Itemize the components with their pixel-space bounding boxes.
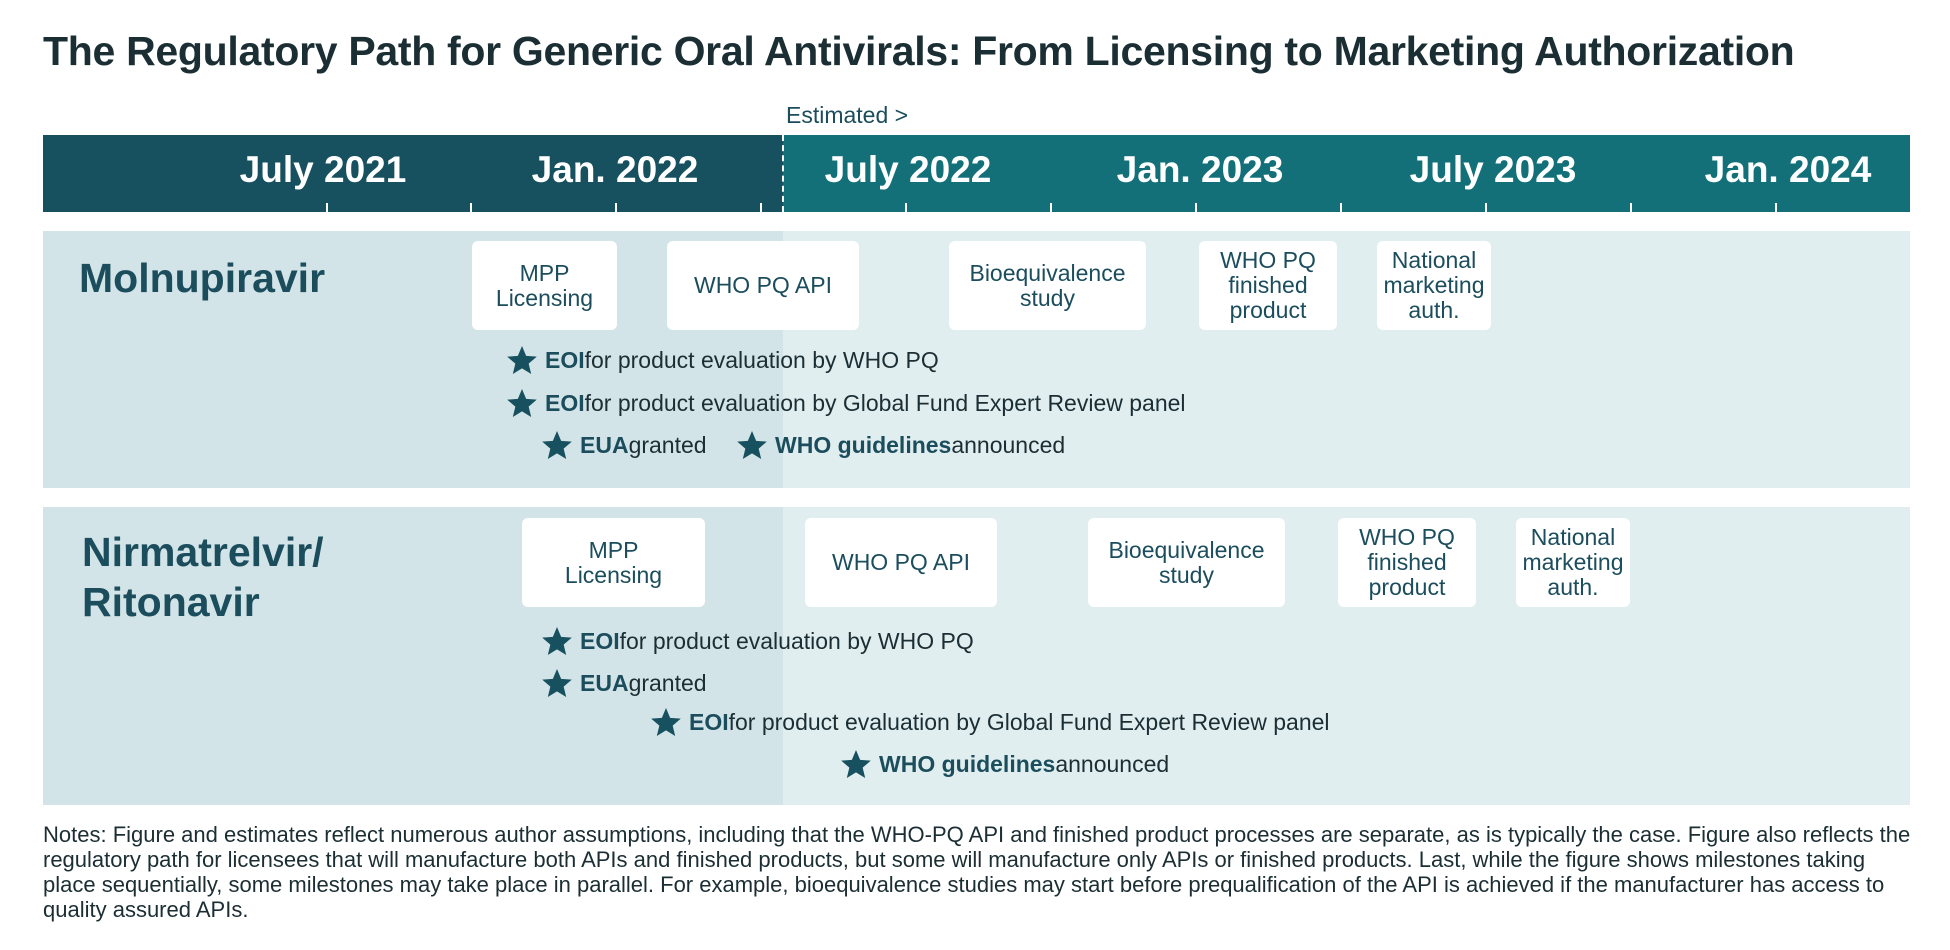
milestone-who-pq-api: WHO PQ API bbox=[667, 241, 859, 330]
star-icon bbox=[507, 389, 537, 417]
event-text: granted bbox=[628, 669, 707, 696]
event-keyword: EUA bbox=[580, 431, 629, 458]
event-text: for product evaluation by WHO PQ bbox=[619, 627, 974, 654]
event-eoi-who-pq: EOI for product evaluation by WHO PQ bbox=[505, 344, 939, 376]
timeline-tick bbox=[1485, 203, 1487, 212]
event-keyword: WHO guidelines bbox=[879, 750, 1056, 777]
milestone-national-marketing-auth: National marketing auth. bbox=[1516, 518, 1630, 607]
timeline-tick bbox=[1050, 203, 1052, 212]
event-who-guidelines: WHO guidelines announced bbox=[735, 429, 1065, 461]
star-icon bbox=[737, 431, 767, 459]
event-eua-granted: EUA granted bbox=[540, 667, 707, 699]
lane-title-molnupiravir: Molnupiravir bbox=[79, 255, 326, 301]
event-eoi-who-pq: EOI for product evaluation by WHO PQ bbox=[540, 625, 974, 657]
timeline-tick bbox=[1340, 203, 1342, 212]
star-icon bbox=[542, 669, 572, 697]
event-keyword: EOI bbox=[580, 627, 620, 654]
event-keyword: EOI bbox=[689, 708, 729, 735]
milestone-mpp-licensing: MPP Licensing bbox=[522, 518, 705, 607]
timeline-label-jan-2022: Jan. 2022 bbox=[531, 149, 699, 190]
lane-title-line: Nirmatrelvir/ bbox=[82, 529, 324, 575]
lane-molnupiravir: Molnupiravir MPP Licensing WHO PQ API Bi… bbox=[43, 231, 1910, 488]
timeline-tick bbox=[326, 203, 328, 212]
timeline-tick bbox=[905, 203, 907, 212]
event-text: for product evaluation by Global Fund Ex… bbox=[728, 708, 1330, 735]
lane-nirmatrelvir-ritonavir: Nirmatrelvir/ Ritonavir MPP Licensing WH… bbox=[43, 507, 1910, 805]
timeline-label-july-2023: July 2023 bbox=[1409, 149, 1577, 190]
event-keyword: EOI bbox=[545, 346, 585, 373]
milestone-national-marketing-auth: National marketing auth. bbox=[1377, 241, 1491, 330]
timeline-tick bbox=[1630, 203, 1632, 212]
timeline-label-july-2022: July 2022 bbox=[824, 149, 992, 190]
milestone-bioequivalence-study: Bioequivalence study bbox=[949, 241, 1146, 330]
timeline-tick bbox=[1775, 203, 1777, 212]
figure-notes: Notes: Figure and estimates reflect nume… bbox=[43, 822, 1911, 922]
timeline-tick bbox=[1195, 203, 1197, 212]
estimate-divider bbox=[782, 135, 784, 212]
milestone-who-pq-finished-product: WHO PQ finished product bbox=[1199, 241, 1337, 330]
lane-past-segment bbox=[43, 231, 783, 488]
star-icon bbox=[651, 708, 681, 736]
event-text: granted bbox=[628, 431, 707, 458]
milestone-who-pq-finished-product: WHO PQ finished product bbox=[1338, 518, 1476, 607]
event-eoi-global-fund: EOI for product evaluation by Global Fun… bbox=[505, 387, 1186, 419]
timeline-past-segment bbox=[43, 135, 783, 212]
event-eua-granted: EUA granted bbox=[540, 429, 707, 461]
star-icon bbox=[542, 627, 572, 655]
star-icon bbox=[841, 750, 871, 778]
star-icon bbox=[507, 346, 537, 374]
timeline-tick bbox=[760, 203, 762, 212]
event-keyword: WHO guidelines bbox=[775, 431, 952, 458]
star-icon bbox=[542, 431, 572, 459]
event-who-guidelines: WHO guidelines announced bbox=[839, 748, 1169, 780]
page-title: The Regulatory Path for Generic Oral Ant… bbox=[43, 28, 1795, 74]
timeline-tick bbox=[470, 203, 472, 212]
lane-title-nirmatrelvir-ritonavir: Nirmatrelvir/ Ritonavir bbox=[82, 527, 324, 627]
milestone-bioequivalence-study: Bioequivalence study bbox=[1088, 518, 1285, 607]
timeline-label-jan-2023: Jan. 2023 bbox=[1116, 149, 1284, 190]
timeline-tick bbox=[615, 203, 617, 212]
event-keyword: EOI bbox=[545, 389, 585, 416]
timeline-band: July 2021 Jan. 2022 July 2022 Jan. 2023 … bbox=[43, 135, 1910, 212]
timeline-label-july-2021: July 2021 bbox=[239, 149, 407, 190]
event-keyword: EUA bbox=[580, 669, 629, 696]
lane-title-line: Ritonavir bbox=[82, 579, 260, 625]
event-text: for product evaluation by WHO PQ bbox=[584, 346, 939, 373]
milestone-who-pq-api: WHO PQ API bbox=[805, 518, 997, 607]
event-text: for product evaluation by Global Fund Ex… bbox=[584, 389, 1186, 416]
event-text: announced bbox=[1055, 750, 1170, 777]
milestone-mpp-licensing: MPP Licensing bbox=[472, 241, 617, 330]
event-text: announced bbox=[951, 431, 1066, 458]
estimated-label: Estimated > bbox=[786, 102, 909, 128]
timeline-label-jan-2024: Jan. 2024 bbox=[1704, 149, 1872, 190]
event-eoi-global-fund: EOI for product evaluation by Global Fun… bbox=[649, 706, 1330, 738]
